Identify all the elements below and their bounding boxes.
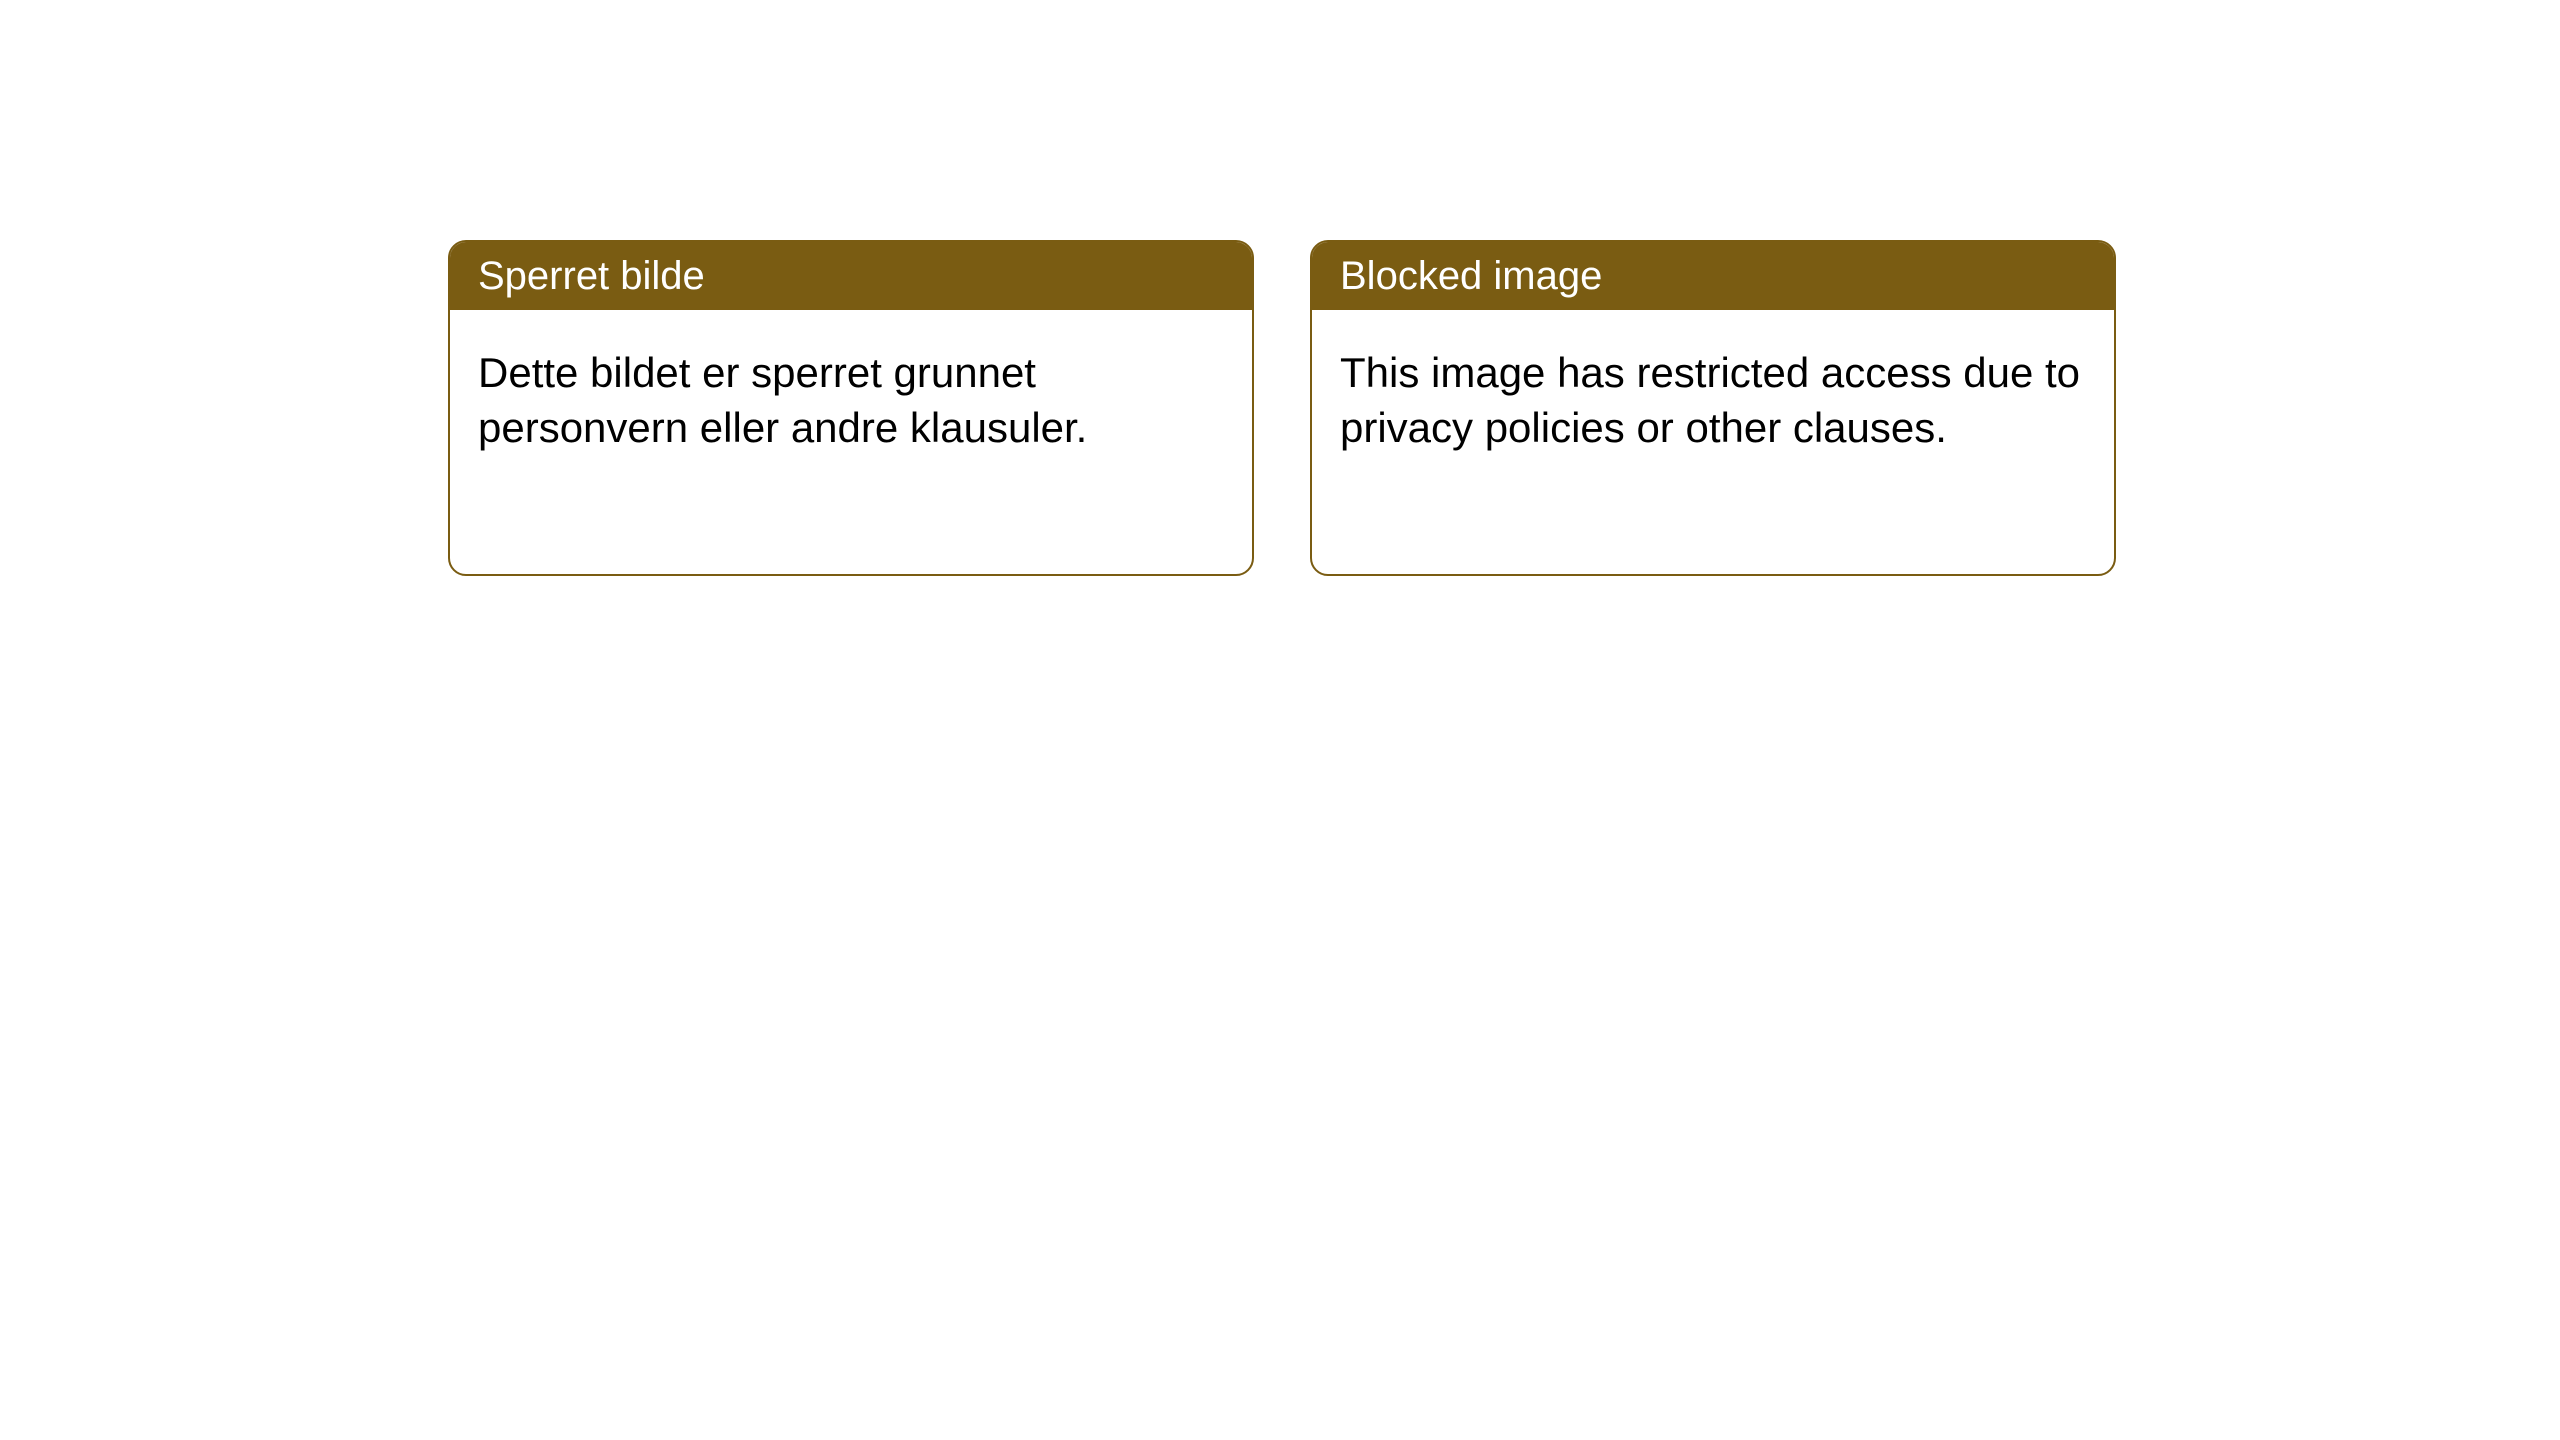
notice-message: Dette bildet er sperret grunnet personve… xyxy=(478,349,1087,451)
notice-card-english: Blocked image This image has restricted … xyxy=(1310,240,2116,576)
notice-card-norwegian: Sperret bilde Dette bildet er sperret gr… xyxy=(448,240,1254,576)
notice-title: Sperret bilde xyxy=(478,254,705,298)
notice-body: This image has restricted access due to … xyxy=(1312,310,2114,491)
notice-header: Sperret bilde xyxy=(450,242,1252,310)
notice-title: Blocked image xyxy=(1340,254,1602,298)
notice-body: Dette bildet er sperret grunnet personve… xyxy=(450,310,1252,491)
notice-cards-container: Sperret bilde Dette bildet er sperret gr… xyxy=(0,0,2560,576)
notice-header: Blocked image xyxy=(1312,242,2114,310)
notice-message: This image has restricted access due to … xyxy=(1340,349,2080,451)
